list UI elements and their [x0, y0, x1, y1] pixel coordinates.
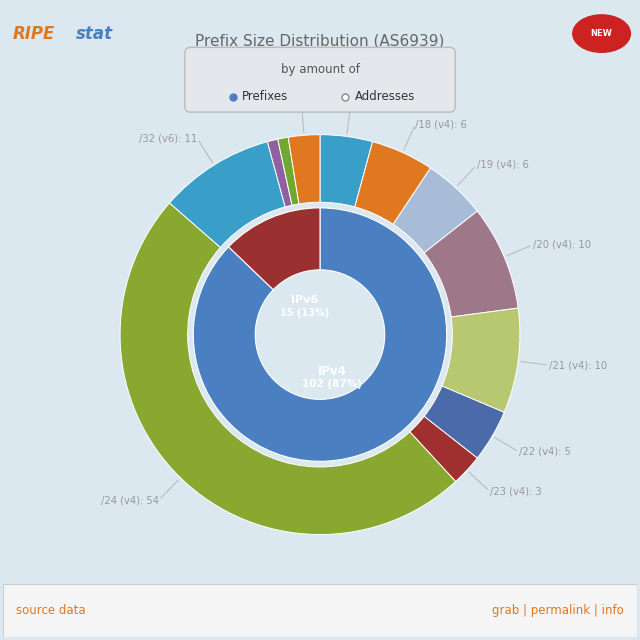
Text: Addresses: Addresses — [355, 90, 415, 104]
Text: /17 (v4): 5: /17 (v4): 5 — [351, 100, 403, 111]
Wedge shape — [288, 134, 320, 204]
Text: IPv6: IPv6 — [291, 296, 319, 305]
Text: stat: stat — [76, 24, 113, 43]
Wedge shape — [228, 208, 320, 290]
Text: /18 (v4): 6: /18 (v4): 6 — [415, 119, 467, 129]
Wedge shape — [278, 137, 299, 205]
Text: /19 (v4): 6: /19 (v4): 6 — [477, 160, 529, 170]
Text: /32 (v6): 11: /32 (v6): 11 — [140, 134, 198, 144]
Text: Prefixes: Prefixes — [243, 90, 289, 104]
Text: /21 (v4): 10: /21 (v4): 10 — [549, 360, 607, 370]
Wedge shape — [424, 211, 518, 317]
Text: /48 (v6): 3: /48 (v6): 3 — [250, 99, 301, 109]
Text: /22 (v4): 5: /22 (v4): 5 — [519, 447, 571, 457]
Text: Prefix Size Distribution (AS6939): Prefix Size Distribution (AS6939) — [195, 33, 445, 48]
Text: grab | permalink | info: grab | permalink | info — [492, 604, 624, 617]
Wedge shape — [424, 386, 504, 458]
Wedge shape — [442, 308, 520, 412]
Text: /24 (v4): 54: /24 (v4): 54 — [101, 495, 159, 505]
Text: 102 (87%): 102 (87%) — [302, 379, 362, 389]
Text: NEW: NEW — [591, 29, 612, 38]
Text: /20 (v4): 10: /20 (v4): 10 — [532, 240, 591, 250]
Wedge shape — [355, 141, 431, 224]
Text: /23 (v4): 3: /23 (v4): 3 — [490, 486, 541, 496]
Wedge shape — [410, 417, 477, 481]
FancyBboxPatch shape — [185, 47, 455, 112]
Text: 15 (13%): 15 (13%) — [280, 308, 330, 318]
Text: source data: source data — [16, 604, 86, 617]
Wedge shape — [268, 139, 292, 207]
Circle shape — [573, 15, 630, 52]
Wedge shape — [120, 203, 456, 534]
Text: RIPE: RIPE — [12, 24, 54, 43]
Wedge shape — [393, 168, 477, 253]
Text: IPv4: IPv4 — [317, 365, 347, 378]
Wedge shape — [193, 208, 447, 461]
Wedge shape — [320, 134, 372, 207]
Wedge shape — [170, 141, 285, 248]
Text: by amount of: by amount of — [280, 63, 360, 76]
